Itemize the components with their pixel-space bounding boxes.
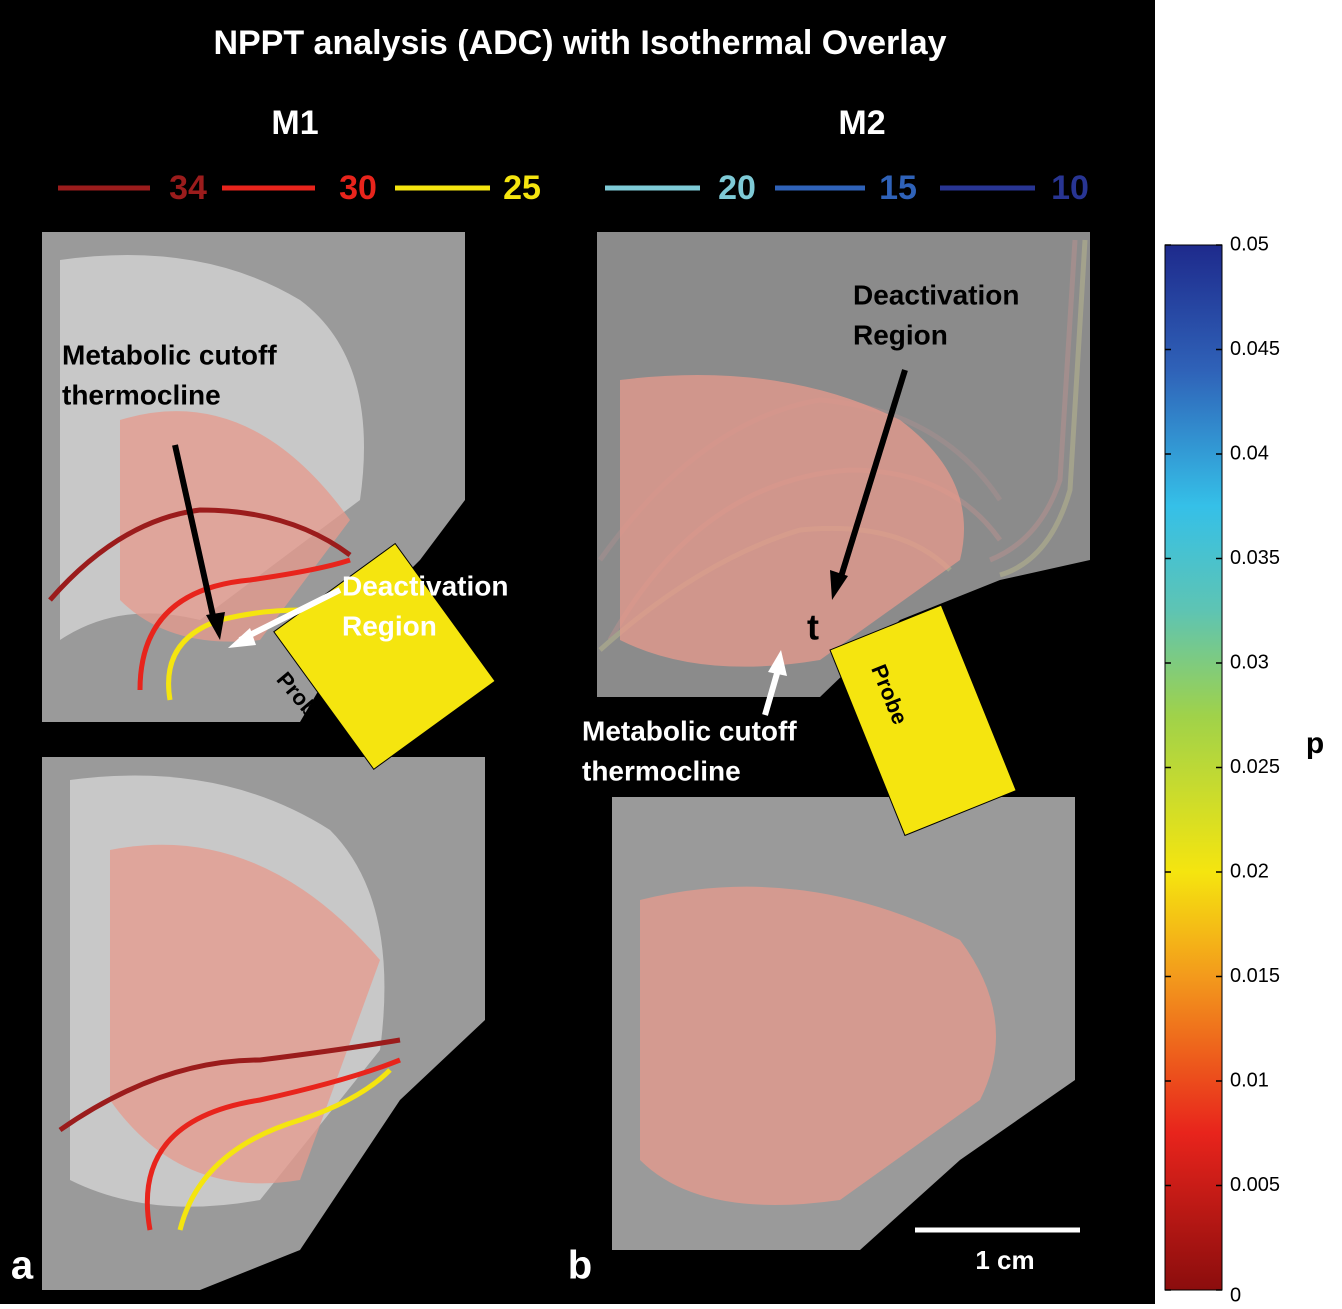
colorbar-tick-label: 0: [1230, 1284, 1241, 1304]
colorbar-label: p: [1306, 727, 1324, 760]
colorbar-tick-label: 0.035: [1230, 547, 1280, 569]
annotation: Region: [853, 319, 948, 350]
annotation: thermocline: [62, 379, 221, 410]
annotation: t: [807, 607, 819, 648]
annotation: Region: [342, 610, 437, 641]
legend-label: 10: [1051, 169, 1089, 207]
annotation: Metabolic cutoff: [582, 715, 797, 746]
colorbar-tick-label: 0.05: [1230, 233, 1269, 255]
colorbar-tick-label: 0.01: [1230, 1069, 1269, 1091]
legend-label: 15: [879, 169, 917, 207]
annotation: Metabolic cutoff: [62, 339, 277, 370]
title: NPPT analysis (ADC) with Isothermal Over…: [213, 24, 946, 62]
colorbar-tick-label: 0.025: [1230, 756, 1280, 778]
colorbar-tick-label: 0.02: [1230, 860, 1269, 882]
colorbar-tick-label: 0.005: [1230, 1174, 1280, 1196]
scale-bar-label: 1 cm: [975, 1245, 1034, 1275]
panel-label: a: [11, 1244, 34, 1288]
legend-label: 30: [339, 169, 377, 207]
annotation: thermocline: [582, 755, 741, 786]
legend-label: 20: [718, 169, 756, 207]
colorbar-tick-label: 0.04: [1230, 442, 1269, 464]
subject-label: M2: [838, 104, 885, 142]
colorbar-tick-label: 0.03: [1230, 651, 1269, 673]
colorbar: [1165, 245, 1222, 1290]
panel-label: b: [568, 1244, 592, 1288]
figure: NPPT analysis (ADC) with Isothermal Over…: [0, 0, 1342, 1304]
legend-label: 34: [169, 169, 207, 207]
legend-label: 25: [503, 169, 541, 207]
subject-label: M1: [271, 104, 318, 142]
colorbar-tick-label: 0.045: [1230, 338, 1280, 360]
annotation: Deactivation: [342, 570, 509, 601]
colorbar-tick-label: 0.015: [1230, 965, 1280, 987]
annotation: Deactivation: [853, 279, 1020, 310]
